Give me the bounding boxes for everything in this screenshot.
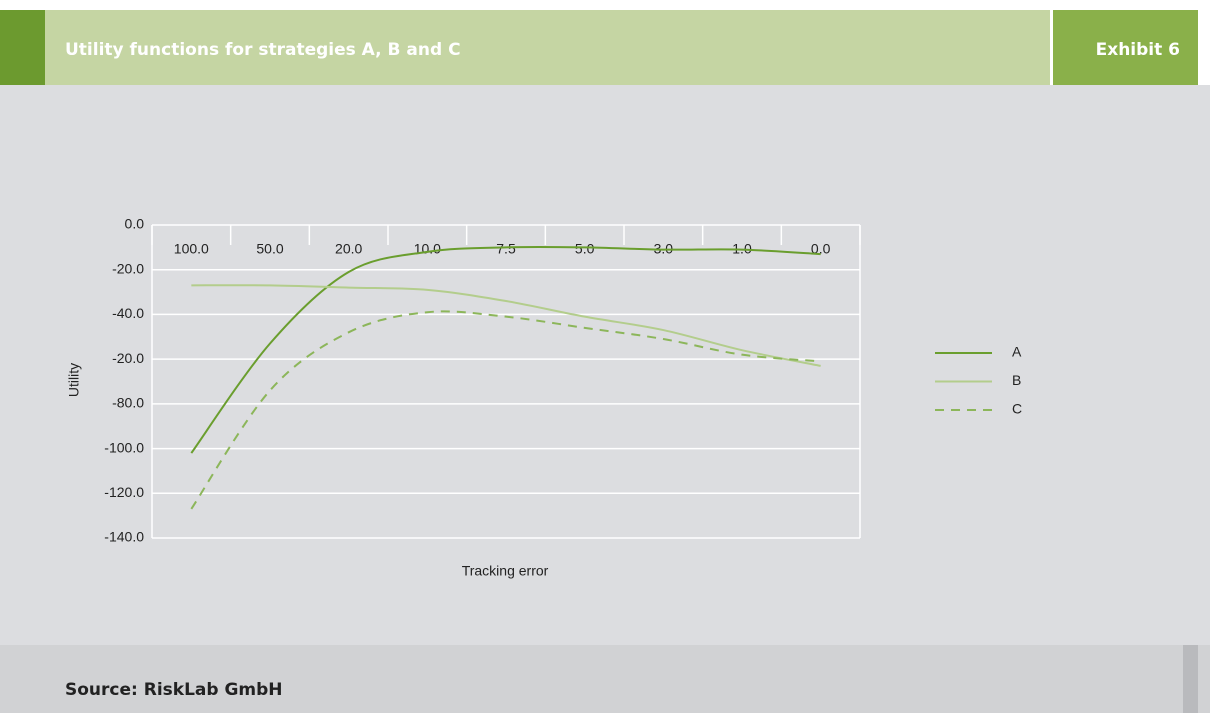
header-accent: [0, 10, 45, 85]
series-line: [190, 245, 821, 454]
y-tick-label: -140.0: [104, 529, 144, 545]
x-axis-label: Tracking error: [462, 563, 549, 579]
y-tick-label: -100.0: [104, 439, 144, 455]
y-tick-label: -120.0: [104, 484, 144, 500]
x-tick-label: 20.0: [335, 241, 362, 257]
y-tick-label: 0.0: [125, 216, 145, 232]
x-tick-label: 100.0: [174, 241, 209, 257]
y-tick-label: -20.0: [112, 350, 144, 366]
x-tick-label: 5.0: [575, 241, 595, 257]
header-title: Utility functions for strategies A, B an…: [65, 40, 461, 60]
series-line: [191, 284, 821, 367]
footer-bar: [0, 645, 1210, 713]
x-tick-label: 10.0: [414, 241, 441, 257]
legend-label: A: [1012, 344, 1022, 360]
exhibit-box: [1053, 10, 1198, 85]
x-tick-label: 50.0: [256, 241, 283, 257]
x-tick-label: 7.5: [496, 241, 516, 257]
legend-label: C: [1012, 401, 1022, 417]
exhibit-label: Exhibit 6: [1096, 40, 1180, 60]
series-line: [190, 310, 821, 510]
chart-background: [0, 85, 1210, 645]
footer-accent: [1183, 645, 1198, 713]
y-tick-label: -20.0: [112, 260, 144, 276]
y-axis-label: Utility: [66, 363, 82, 397]
source-note: Source: RiskLab GmbH: [65, 680, 283, 700]
y-tick-label: -40.0: [112, 305, 144, 321]
x-tick-label: 0.0: [811, 241, 831, 257]
y-tick-label: -80.0: [112, 395, 144, 411]
header-bar: [45, 10, 1050, 85]
legend-label: B: [1012, 372, 1021, 388]
